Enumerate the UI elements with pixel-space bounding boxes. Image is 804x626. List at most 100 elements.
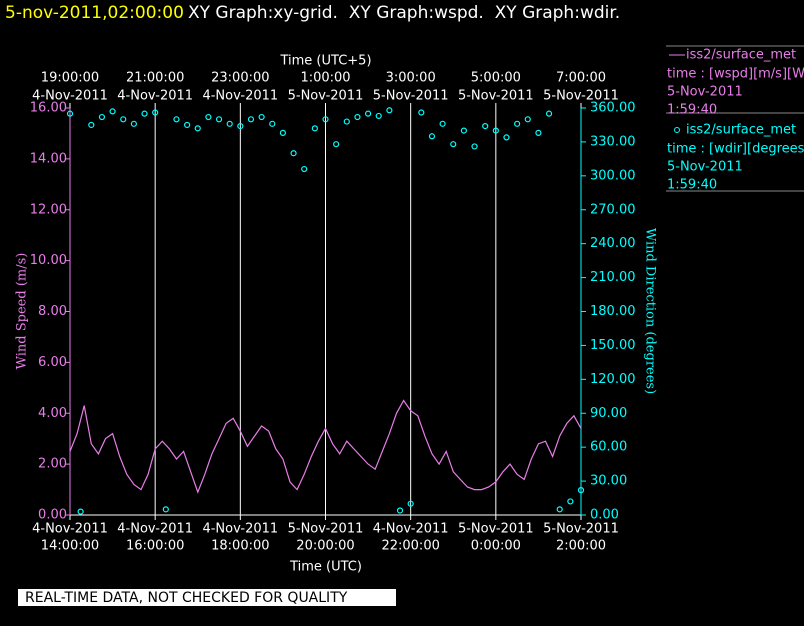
legend-date: 5-Nov-2011 — [667, 85, 743, 100]
x-axis-title: Time (UTC) — [289, 560, 362, 575]
direction-point — [311, 125, 318, 132]
y2-tick-label: 90.00 — [590, 406, 627, 421]
x-tick-label: 16:00:00 — [126, 539, 184, 554]
direction-point — [514, 120, 521, 127]
y2-tick-label: 300.00 — [590, 168, 636, 183]
direction-point — [279, 129, 287, 136]
direction-point — [258, 113, 265, 121]
y-tick-label: 4.00 — [38, 406, 67, 421]
direction-point — [439, 120, 446, 127]
direction-point — [418, 109, 425, 116]
x-tick-label: 0:00:00 — [471, 539, 521, 554]
x2-tick-label: 1:00:00 — [300, 71, 350, 86]
x2-tick-label: 4-Nov-2011 — [117, 89, 193, 104]
y2-tick-label: 210.00 — [590, 270, 636, 285]
direction-point — [152, 109, 159, 116]
y-axis-title: Wind Speed (m/s) — [15, 253, 30, 370]
x2-tick-label: 23:00:00 — [211, 71, 269, 86]
direction-point — [237, 122, 244, 130]
legend-detail: time : [wdir][degrees][V — [667, 142, 804, 157]
direction-point — [141, 110, 148, 117]
x2-tick-label: 4-Nov-2011 — [202, 89, 278, 104]
x2-tick-label: 5:00:00 — [471, 71, 521, 86]
x-tick-label: 4-Nov-2011 — [117, 522, 193, 537]
direction-point — [215, 116, 223, 123]
direction-point — [162, 506, 169, 513]
x2-tick-label: 5-Nov-2011 — [458, 89, 534, 104]
direction-point — [77, 508, 84, 515]
x2-tick-label: 19:00:00 — [41, 71, 99, 86]
y2-axis-title: Wind Direction (degrees) — [643, 228, 658, 394]
direction-point — [364, 110, 372, 117]
x-tick-label: 5-Nov-2011 — [288, 522, 364, 537]
x-tick-label: 22:00:00 — [381, 539, 439, 554]
direction-point — [301, 165, 308, 173]
direction-point — [194, 125, 201, 132]
x-tick-label: 5-Nov-2011 — [458, 522, 534, 537]
y2-tick-label: 330.00 — [590, 134, 636, 149]
timestamp: 5-nov-2011,02:00:00 — [5, 3, 184, 23]
direction-point — [98, 113, 106, 121]
y-tick-label: 12.00 — [30, 202, 67, 217]
direction-point — [247, 116, 255, 123]
y-tick-label: 10.00 — [30, 253, 67, 268]
legend-date: 5-Nov-2011 — [667, 160, 743, 175]
footer-note: REAL-TIME DATA, NOT CHECKED FOR QUALITY — [25, 590, 348, 606]
legend-time: 1:59:40 — [667, 178, 717, 193]
legend-circle-symbol — [674, 127, 680, 133]
direction-point — [396, 507, 404, 514]
direction-point — [407, 500, 414, 507]
y-tick-label: 8.00 — [38, 304, 67, 319]
x2-tick-label: 5-Nov-2011 — [543, 89, 619, 104]
y2-tick-label: 0.00 — [590, 508, 619, 523]
note-box — [18, 589, 396, 606]
y-tick-label: 6.00 — [38, 355, 67, 370]
legend-name: iss2/surface_met — [686, 48, 796, 63]
direction-point — [173, 116, 180, 123]
direction-point — [333, 141, 340, 148]
y2-tick-label: 60.00 — [590, 440, 627, 455]
direction-point — [577, 487, 585, 494]
direction-point — [88, 121, 95, 129]
direction-point — [460, 127, 467, 134]
x-tick-label: 20:00:00 — [296, 539, 354, 554]
y-tick-label: 0.00 — [38, 508, 67, 523]
x2-tick-label: 5-Nov-2011 — [373, 89, 449, 104]
x-tick-label: 5-Nov-2011 — [543, 522, 619, 537]
y2-tick-label: 360.00 — [590, 101, 636, 116]
direction-point — [471, 143, 478, 150]
direction-point — [428, 133, 436, 140]
x2-tick-label: 21:00:00 — [126, 71, 184, 86]
x-tick-label: 4-Nov-2011 — [202, 522, 278, 537]
direction-point — [354, 113, 361, 121]
x2-tick-label: 4-Nov-2011 — [32, 89, 108, 104]
direction-point — [322, 116, 329, 123]
direction-point — [492, 127, 499, 134]
direction-point — [386, 107, 393, 114]
y2-tick-label: 270.00 — [590, 202, 636, 217]
direction-point — [130, 120, 137, 127]
y-tick-label: 14.00 — [30, 151, 67, 166]
y2-tick-label: 240.00 — [590, 236, 636, 251]
x-tick-label: 4-Nov-2011 — [373, 522, 449, 537]
direction-point — [226, 120, 233, 127]
x2-tick-label: 7:00:00 — [556, 71, 606, 86]
direction-point — [556, 506, 563, 513]
legend-name: iss2/surface_met — [686, 123, 796, 138]
speed-line — [69, 399, 582, 494]
y-tick-label: 16.00 — [30, 101, 67, 116]
x2-axis-title: Time (UTC+5) — [279, 54, 371, 69]
direction-point — [120, 116, 127, 123]
y2-tick-label: 150.00 — [590, 338, 636, 353]
direction-point — [184, 121, 191, 129]
x-tick-label: 14:00:00 — [41, 539, 99, 554]
direction-point — [109, 108, 116, 115]
direction-point — [482, 122, 489, 130]
direction-point — [503, 134, 510, 141]
legend-detail: time : [wspd][m/s][Wind — [667, 67, 804, 82]
y2-tick-label: 30.00 — [590, 474, 627, 489]
y2-tick-label: 120.00 — [590, 372, 636, 387]
x-tick-label: 2:00:00 — [556, 539, 606, 554]
direction-point — [567, 498, 574, 505]
